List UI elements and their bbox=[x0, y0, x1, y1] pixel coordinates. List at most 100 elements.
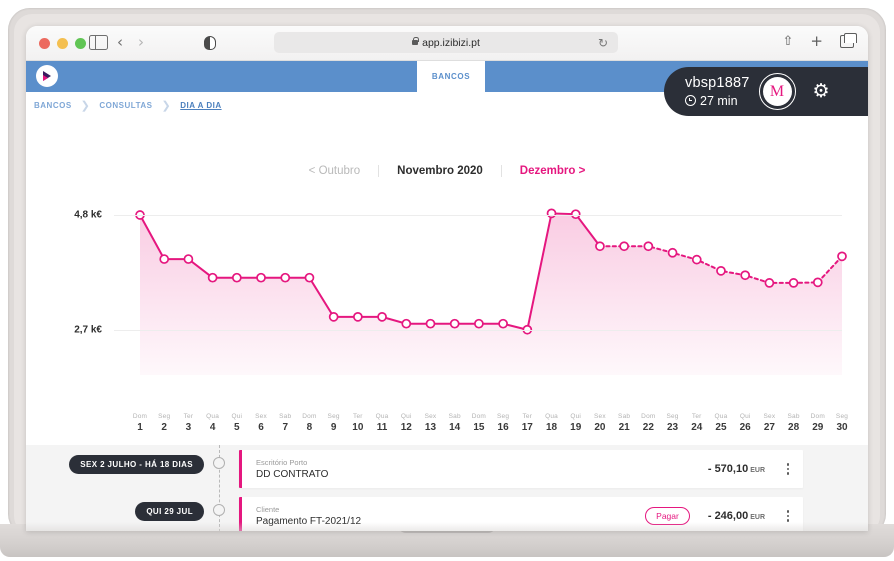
transaction-menu-icon[interactable] bbox=[779, 509, 797, 523]
chart-x-tick: Seg 16 bbox=[491, 413, 515, 433]
chart-x-tick: Ter 24 bbox=[685, 413, 709, 433]
chart-data-point[interactable] bbox=[304, 272, 315, 283]
minimize-window-button[interactable] bbox=[57, 38, 68, 49]
chart-x-tick-day: 20 bbox=[594, 422, 606, 433]
reload-icon[interactable]: ↻ bbox=[597, 36, 608, 50]
chart-x-tick-day: 21 bbox=[618, 422, 630, 433]
transaction-texts: Cliente Pagamento FT-2021/12 bbox=[256, 505, 645, 527]
chart-data-point[interactable] bbox=[425, 318, 436, 329]
share-icon[interactable]: ⇧ bbox=[782, 34, 794, 49]
forward-icon[interactable]: › bbox=[138, 33, 144, 51]
chart-data-point[interactable] bbox=[667, 247, 678, 258]
timeline-row: SEX 2 JULHO - HÁ 18 DIAS Escritório Porto… bbox=[26, 447, 868, 494]
chart-y-tick-label: 2,7 k€ bbox=[74, 324, 102, 336]
url-text: app.izibizi.pt bbox=[422, 36, 480, 49]
timeline-date-badge[interactable]: SEX 2 JULHO - HÁ 18 DIAS bbox=[69, 455, 204, 474]
chart-data-point[interactable] bbox=[280, 272, 291, 283]
maximize-window-button[interactable] bbox=[75, 38, 86, 49]
chart-data-point[interactable] bbox=[377, 312, 387, 322]
user-session-text: vbsp1887 27 min bbox=[685, 75, 750, 108]
chart-data-point[interactable] bbox=[570, 209, 581, 220]
chart-x-tick: Dom 1 bbox=[128, 413, 152, 433]
chart-data-point[interactable] bbox=[740, 270, 751, 281]
chart-x-tick-dow: Ter bbox=[522, 413, 533, 420]
close-window-button[interactable] bbox=[39, 38, 50, 49]
chart-data-point[interactable] bbox=[837, 251, 847, 262]
new-tab-icon[interactable]: + bbox=[810, 32, 823, 50]
chart-x-tick-day: 8 bbox=[306, 422, 313, 433]
chart-x-tick: Qui 19 bbox=[564, 413, 588, 433]
chart-data-point[interactable] bbox=[498, 318, 508, 329]
chart-x-tick: Ter 10 bbox=[346, 413, 370, 433]
transaction-menu-icon[interactable] bbox=[779, 462, 797, 476]
chart-x-tick: Qua 25 bbox=[709, 413, 733, 433]
chart-x-tick-dow: Sab bbox=[787, 413, 800, 420]
brand-logo-icon[interactable] bbox=[36, 65, 58, 87]
chart-data-point[interactable] bbox=[788, 278, 799, 288]
chart-gridline bbox=[114, 215, 842, 216]
window-controls[interactable] bbox=[39, 38, 86, 49]
timeline-fade bbox=[26, 522, 868, 531]
chart-x-tick-day: 24 bbox=[691, 422, 703, 433]
address-bar[interactable]: app.izibizi.pt ↻ bbox=[274, 32, 618, 53]
chart-x-tick-dow: Sex bbox=[594, 413, 606, 420]
chart-x-tick: Sab 7 bbox=[273, 413, 297, 433]
next-month-button[interactable]: Dezembro > bbox=[519, 165, 586, 177]
tabs-icon[interactable] bbox=[840, 32, 857, 48]
chart-data-point[interactable] bbox=[183, 254, 194, 264]
chart-area-fill bbox=[140, 213, 842, 375]
chart-x-tick-dow: Seg bbox=[497, 413, 510, 420]
transaction-amount: - 570,10 EUR bbox=[707, 463, 765, 475]
alarm-clock-icon bbox=[685, 95, 696, 107]
chart-x-tick: Qui 5 bbox=[225, 413, 249, 433]
breadcrumb-item-bancos[interactable]: BANCOS bbox=[34, 101, 72, 110]
chart-x-tick-dow: Sex bbox=[255, 413, 267, 420]
breadcrumb-item-consultas[interactable]: CONSULTAS bbox=[99, 101, 153, 110]
chart-x-tick-dow: Qua bbox=[206, 413, 220, 420]
chart-data-point[interactable] bbox=[328, 312, 339, 322]
transaction-card[interactable]: Escritório Porto DD CONTRATO - 570,10 EUR bbox=[239, 450, 803, 488]
user-session-badge[interactable]: vbsp1887 27 min M ⚙ bbox=[664, 67, 868, 116]
chart-data-point[interactable] bbox=[231, 272, 242, 283]
chart-data-point[interactable] bbox=[595, 241, 605, 252]
chart-data-point[interactable] bbox=[449, 318, 460, 329]
transaction-counterparty: Cliente bbox=[256, 505, 280, 514]
chart-x-tick: Seg 9 bbox=[322, 413, 346, 433]
chart-data-point[interactable] bbox=[716, 266, 726, 276]
chart-x-tick-dow: Ter bbox=[691, 413, 702, 420]
chart-x-tick-dow: Dom bbox=[471, 413, 487, 420]
back-icon[interactable]: ‹ bbox=[117, 33, 123, 51]
chart-x-tick: Qua 4 bbox=[201, 413, 225, 433]
chart-data-point[interactable] bbox=[256, 272, 266, 283]
chart-data-point[interactable] bbox=[159, 254, 170, 264]
chart-data-point[interactable] bbox=[474, 318, 484, 329]
tab-bancos[interactable]: BANCOS bbox=[417, 61, 485, 92]
gear-icon[interactable]: ⚙ bbox=[812, 80, 830, 102]
chart-x-tick-day: 2 bbox=[161, 422, 167, 433]
chart-data-point[interactable] bbox=[691, 254, 702, 265]
chart-x-tick-day: 23 bbox=[666, 422, 679, 433]
prev-month-button[interactable]: < Outubro bbox=[308, 165, 361, 177]
breadcrumb-item-dia-a-dia[interactable]: DIA A DIA bbox=[180, 101, 222, 110]
transaction-currency: EUR bbox=[750, 514, 765, 521]
chart-data-point[interactable] bbox=[546, 208, 557, 219]
shield-icon[interactable] bbox=[204, 36, 216, 50]
chart-data-point[interactable] bbox=[353, 312, 363, 322]
breadcrumb-separator: ❯ bbox=[161, 100, 172, 112]
session-timer: 27 min bbox=[685, 94, 750, 108]
avatar[interactable]: M bbox=[758, 73, 796, 110]
chart-x-tick-day: 28 bbox=[788, 422, 800, 433]
chart-data-point[interactable] bbox=[764, 278, 775, 288]
chart-data-point[interactable] bbox=[619, 241, 629, 252]
chart-data-point[interactable] bbox=[207, 272, 218, 283]
timeline-date-badge[interactable]: QUI 29 JUL bbox=[135, 502, 204, 521]
chart-gridline bbox=[114, 330, 842, 331]
chart-x-tick-day: 5 bbox=[234, 422, 240, 433]
chart-data-point[interactable] bbox=[812, 277, 823, 288]
sidebar-icon[interactable] bbox=[89, 35, 108, 50]
chart-x-tick-dow: Dom bbox=[641, 413, 656, 420]
chart-data-point[interactable] bbox=[401, 318, 412, 329]
chart-data-point[interactable] bbox=[643, 241, 654, 252]
chart-data-point[interactable] bbox=[522, 324, 533, 335]
chart-x-tick-day: 6 bbox=[258, 422, 264, 433]
